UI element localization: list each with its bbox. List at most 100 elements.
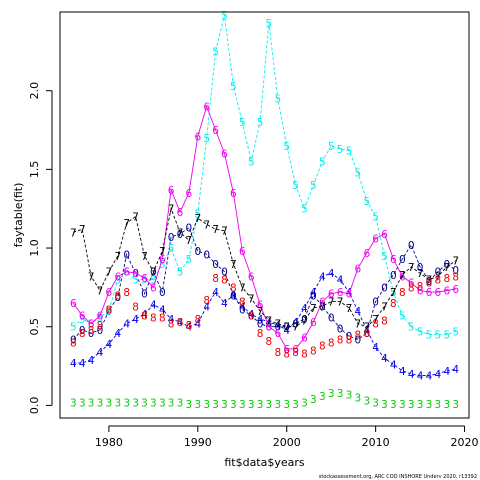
series-8-point: 8 xyxy=(132,301,139,313)
series-7-point: 7 xyxy=(203,219,210,231)
series-4-point: 4 xyxy=(328,268,335,280)
series-4-point: 4 xyxy=(177,317,184,329)
y-tick-label: 2.0 xyxy=(28,82,41,100)
series-0-line xyxy=(72,226,456,340)
series-0-point: 0 xyxy=(106,306,113,318)
series-5-point: 5 xyxy=(177,267,184,279)
series-4-point: 4 xyxy=(141,309,148,321)
series-7-point: 7 xyxy=(97,286,104,298)
series-4-point: 4 xyxy=(168,314,175,326)
series-7-point: 7 xyxy=(417,268,424,280)
series-7-point: 7 xyxy=(452,256,459,268)
series-0-point: 0 xyxy=(132,268,139,280)
series-6-point: 6 xyxy=(435,287,442,299)
series-0-point: 0 xyxy=(426,276,433,288)
series-0-point: 0 xyxy=(417,262,424,274)
series-0-point: 0 xyxy=(212,259,219,271)
series-8-point: 8 xyxy=(435,275,442,287)
series-5-point: 5 xyxy=(355,168,362,180)
series-4-point: 4 xyxy=(337,275,344,287)
series-6-point: 6 xyxy=(399,271,406,283)
series-4-point: 4 xyxy=(257,314,264,326)
series-5-line xyxy=(73,14,456,336)
series-7-point: 7 xyxy=(177,227,184,239)
series-4-point: 4 xyxy=(150,300,157,312)
series-7-point: 7 xyxy=(150,267,157,279)
series-3-point: 3 xyxy=(114,397,121,409)
series-4-line xyxy=(73,272,456,376)
series-3-point: 3 xyxy=(106,397,113,409)
series-6-point: 6 xyxy=(328,289,335,301)
series-0-point: 0 xyxy=(310,290,317,302)
series-4-point: 4 xyxy=(310,287,317,299)
series-5-point: 5 xyxy=(452,326,459,338)
series-8-point: 8 xyxy=(408,282,415,294)
series-5-point: 5 xyxy=(426,330,433,342)
series-4-point: 4 xyxy=(355,306,362,318)
series-6-point: 6 xyxy=(150,282,157,294)
series-3-point: 3 xyxy=(79,397,86,409)
series-7-point: 7 xyxy=(283,322,290,334)
series-5-point: 5 xyxy=(70,322,77,334)
series-6-point: 6 xyxy=(88,319,95,331)
series-7-point: 7 xyxy=(319,301,326,313)
series-0-point: 0 xyxy=(70,334,77,346)
series-3-point: 3 xyxy=(239,399,246,411)
x-tick-label: 2020 xyxy=(451,436,479,449)
series-5-point: 5 xyxy=(292,180,299,192)
series-0-point: 0 xyxy=(186,223,193,235)
series-6-point: 6 xyxy=(283,344,290,356)
series-6-point: 6 xyxy=(114,271,121,283)
series-5-point: 5 xyxy=(97,312,104,324)
series-6-point: 6 xyxy=(310,317,317,329)
series-7-point: 7 xyxy=(123,218,130,230)
footnote: stockassessment.org, ARC COD INSHORE Und… xyxy=(319,474,477,480)
series-7-point: 7 xyxy=(372,314,379,326)
y-tick-label: 0.5 xyxy=(28,318,41,336)
series-3-point: 3 xyxy=(319,391,326,403)
series-7-point: 7 xyxy=(239,282,246,294)
series-0-point: 0 xyxy=(114,292,121,304)
series-0-point: 0 xyxy=(319,301,326,313)
series-0-point: 0 xyxy=(79,325,86,337)
series-4-point: 4 xyxy=(390,360,397,372)
series-7-point: 7 xyxy=(390,287,397,299)
series-0-point: 0 xyxy=(88,328,95,340)
series-4-point: 4 xyxy=(443,366,450,378)
series-6-point: 6 xyxy=(106,287,113,299)
x-tick-label: 2010 xyxy=(362,436,390,449)
series-3-point: 3 xyxy=(426,399,433,411)
series-8-point: 8 xyxy=(452,271,459,283)
series-8-point: 8 xyxy=(355,330,362,342)
series-5-point: 5 xyxy=(257,117,264,129)
series-0-point: 0 xyxy=(399,254,406,266)
series-8-point: 8 xyxy=(328,338,335,350)
series-5-point: 5 xyxy=(159,259,166,271)
y-axis-title: faytable(fit) xyxy=(12,183,25,248)
series-8-point: 8 xyxy=(88,325,95,337)
series-5-point: 5 xyxy=(123,267,130,279)
series-7-point: 7 xyxy=(363,322,370,334)
series-7-point: 7 xyxy=(292,322,299,334)
series-7-point: 7 xyxy=(168,204,175,216)
series-0-point: 0 xyxy=(301,314,308,326)
series-0-point: 0 xyxy=(266,322,273,334)
series-0-point: 0 xyxy=(97,325,104,337)
series-3-point: 3 xyxy=(355,393,362,405)
series-4-point: 4 xyxy=(88,355,95,367)
series-3-point: 3 xyxy=(194,399,201,411)
series-6-point: 6 xyxy=(141,273,148,285)
series-5-point: 5 xyxy=(443,330,450,342)
series-0-point: 0 xyxy=(337,323,344,335)
series-8-point: 8 xyxy=(319,341,326,353)
series-6-point: 6 xyxy=(292,344,299,356)
series-3-point: 3 xyxy=(328,388,335,400)
y-tick-label: 1.0 xyxy=(28,239,41,257)
series-3-point: 3 xyxy=(372,397,379,409)
series-5-point: 5 xyxy=(203,133,210,145)
series-6-point: 6 xyxy=(355,264,362,276)
